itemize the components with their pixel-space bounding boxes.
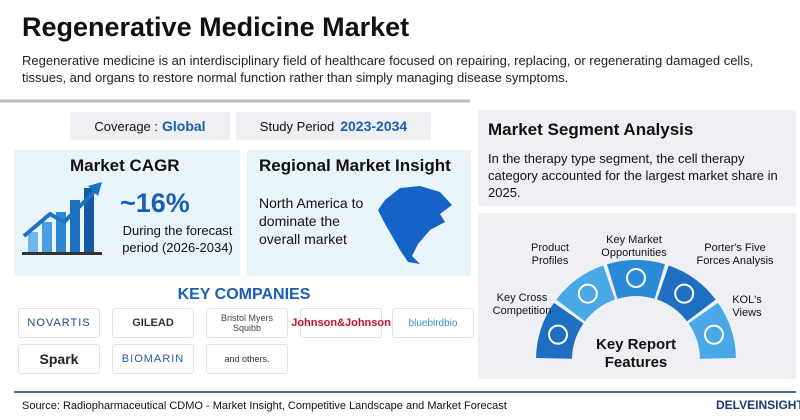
description: Regenerative medicine is an interdiscipl… (22, 53, 754, 85)
feature-segment (536, 302, 584, 359)
coverage-label: Coverage : (94, 118, 159, 134)
segment-text: In the therapy type segment, the cell th… (488, 151, 778, 200)
source: Source: Radiopharmaceutical CDMO - Marke… (22, 400, 507, 412)
feature-icon (577, 283, 598, 304)
feature-segment (607, 260, 665, 299)
period-label: Study Period (259, 118, 335, 134)
company-logo: GILEAD (112, 308, 194, 338)
region-text: North America to dominate the overall ma… (259, 195, 364, 247)
region-title: Regional Market Insight (259, 156, 451, 175)
coverage-box (70, 112, 230, 140)
feature-icon (674, 283, 695, 304)
feature-segment (688, 302, 736, 359)
feature-icon (703, 324, 724, 345)
feature-label: Product Profiles (531, 242, 569, 267)
company-logo: Bristol Myers Squibb (206, 308, 288, 338)
company-logo: NOVARTIS (18, 308, 100, 338)
company-logo: Johnson&Johnson (291, 308, 391, 338)
features-center: Key Report Features (595, 336, 677, 371)
north-america-map (378, 186, 452, 264)
cagr-title: Market CAGR (70, 156, 180, 175)
coverage-value: Global (162, 118, 206, 134)
feature-segment (656, 265, 716, 322)
growth-icon (22, 182, 102, 255)
feature-segment (556, 265, 616, 322)
company-logo: BIOMARIN (112, 344, 194, 374)
coverage: Coverage : Global (70, 112, 230, 140)
feature-label: Key Market Opportunities (601, 234, 667, 259)
company-logo: Spark (18, 344, 100, 374)
title: Regenerative Medicine Market (22, 12, 410, 42)
cagr-value: ~16% (120, 188, 190, 218)
company-logo: bluebirdbio (392, 308, 474, 338)
period-value: 2023-2034 (340, 118, 408, 134)
segment-title: Market Segment Analysis (488, 120, 694, 139)
brand: DELVEINSIGHT (716, 398, 800, 412)
cagr-note: During the forecast period (2026-2034) (122, 223, 233, 255)
period-box (236, 112, 431, 140)
feature-label: Porter's Five Forces Analysis (696, 242, 774, 267)
feature-label: KOL's Views (732, 294, 762, 319)
features-wheel (536, 260, 736, 359)
feature-icon (626, 268, 646, 288)
feature-icon (548, 324, 569, 345)
segment-box (478, 110, 796, 206)
companies-title: KEY COMPANIES (177, 286, 311, 303)
company-logo: and others. (206, 344, 288, 374)
study-period: Study Period 2023-2034 (236, 112, 431, 140)
feature-label: Key Cross Competition (492, 292, 552, 317)
